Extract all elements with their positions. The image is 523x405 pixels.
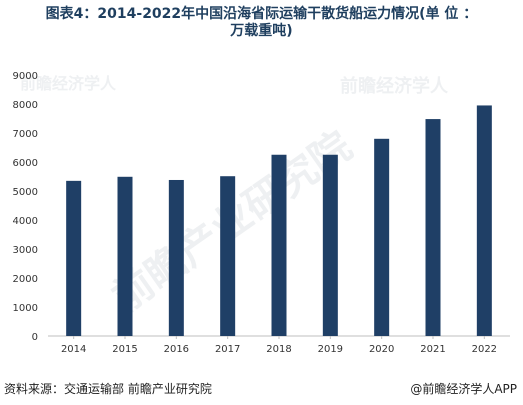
y-tick-label: 5000 — [13, 187, 38, 198]
x-tick-label: 2019 — [318, 344, 343, 355]
x-tick-label: 2022 — [472, 344, 497, 355]
source-note: 资料来源：交通运输部 前瞻产业研究院 — [4, 382, 212, 396]
bar-2020 — [374, 138, 390, 336]
y-tick-label: 1000 — [13, 303, 38, 314]
y-tick-label: 4000 — [13, 216, 38, 227]
x-tick-label: 2014 — [61, 344, 86, 355]
bar-2018 — [271, 154, 287, 336]
x-tick-label: 2020 — [369, 344, 394, 355]
bar-2014 — [66, 180, 82, 336]
bar-2021 — [425, 119, 441, 336]
y-tick-label: 3000 — [13, 245, 38, 256]
x-tick-label: 2018 — [266, 344, 291, 355]
bar-2016 — [168, 179, 184, 336]
bar-2022 — [476, 105, 492, 336]
y-tick-label: 9000 — [13, 71, 38, 82]
y-tick-label: 2000 — [13, 274, 38, 285]
bar-2015 — [117, 176, 133, 336]
y-tick-label: 6000 — [13, 158, 38, 169]
brand-credit: @前瞻经济学人APP — [410, 382, 517, 396]
y-tick-label: 0 — [32, 332, 38, 343]
bar-2017 — [220, 176, 236, 336]
x-tick-label: 2016 — [164, 344, 189, 355]
x-tick-label: 2017 — [215, 344, 240, 355]
x-tick-label: 2015 — [112, 344, 137, 355]
y-tick-label: 8000 — [13, 100, 38, 111]
chart-title: 图表4：2014-2022年中国沿海省际运输干散货船运力情况(单 位 ： 万载重… — [45, 6, 478, 39]
y-tick-label: 7000 — [13, 129, 38, 140]
x-tick-label: 2021 — [420, 344, 445, 355]
bar-2019 — [322, 154, 338, 336]
